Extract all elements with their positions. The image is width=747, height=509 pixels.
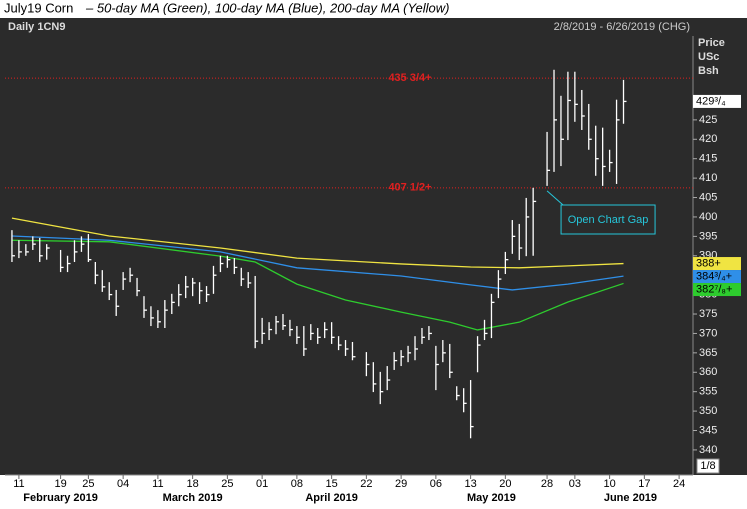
x-tick-label: 01: [256, 478, 268, 490]
y-axis-label: Bsh: [698, 65, 719, 77]
reference-label: 435 3/4+: [388, 72, 431, 84]
x-tick-label: 08: [291, 478, 303, 490]
x-tick-label: 25: [221, 478, 233, 490]
y-axis-label: Price: [698, 37, 725, 49]
y-tick-label: 375: [699, 308, 717, 320]
last-value-label: 384³/₄+: [696, 270, 732, 282]
x-tick-label: 11: [13, 478, 24, 490]
last-value-label: 429³/₄: [696, 95, 726, 107]
y-tick-label: 365: [699, 347, 717, 359]
x-tick-label: 10: [603, 478, 615, 490]
x-tick-label: 11: [152, 478, 163, 490]
increment-label: 1/8: [700, 460, 715, 472]
y-tick-label: 400: [699, 211, 717, 223]
x-tick-label: 19: [54, 478, 66, 490]
annotation-text: Open Chart Gap: [568, 214, 649, 226]
y-tick-label: 425: [699, 114, 717, 126]
y-tick-label: 420: [699, 133, 717, 145]
chart-subtitle: – 50-day MA (Green), 100-day MA (Blue), …: [85, 0, 449, 15]
y-tick-label: 415: [699, 153, 717, 165]
month-label: April 2019: [305, 492, 358, 504]
x-tick-label: 20: [499, 478, 511, 490]
chart-title: July19 Corn: [4, 0, 73, 15]
x-tick-label: 22: [360, 478, 372, 490]
last-value-box: [693, 94, 741, 108]
moving-average-line: [11, 239, 624, 331]
x-tick-label: 18: [187, 478, 199, 490]
y-tick-label: 340: [699, 444, 717, 456]
x-tick-label: 06: [430, 478, 442, 490]
date-range: 2/8/2019 - 6/26/2019 (CHG): [554, 21, 690, 33]
month-label: June 2019: [604, 492, 657, 504]
x-tick-label: 15: [326, 478, 338, 490]
x-tick-label: 25: [82, 478, 94, 490]
y-axis-label: USc: [698, 51, 719, 63]
month-label: March 2019: [163, 492, 223, 504]
reference-label: 407 1/2+: [388, 182, 431, 194]
last-value-label: 382⁷/₈+: [696, 283, 732, 295]
annotation-box: [560, 204, 656, 235]
y-tick-label: 345: [699, 424, 717, 436]
moving-average-line: [11, 235, 624, 291]
x-tick-label: 03: [569, 478, 581, 490]
last-value-box: [693, 257, 741, 271]
y-tick-label: 370: [699, 327, 717, 339]
last-value-box: [693, 283, 741, 297]
y-tick-label: 350: [699, 405, 717, 417]
symbol-label: Daily 1CN9: [8, 21, 65, 33]
y-tick-label: 360: [699, 366, 717, 378]
month-label: May 2019: [467, 492, 516, 504]
x-tick-label: 29: [395, 478, 407, 490]
y-tick-label: 395: [699, 230, 717, 242]
y-tick-label: 410: [699, 172, 717, 184]
x-tick-label: 24: [673, 478, 685, 490]
x-tick-label: 13: [464, 478, 476, 490]
annotation-connector: [546, 190, 564, 206]
x-tick-label: 28: [541, 478, 553, 490]
moving-average-line: [11, 217, 624, 269]
last-value-box: [693, 270, 741, 284]
increment-box: [696, 458, 720, 474]
title-bar: [0, 0, 747, 18]
month-label: February 2019: [23, 492, 98, 504]
y-tick-label: 355: [699, 386, 717, 398]
x-tick-label: 17: [638, 478, 650, 490]
x-tick-label: 04: [117, 478, 129, 490]
y-tick-label: 405: [699, 191, 717, 203]
plot-background: [0, 18, 747, 475]
last-value-label: 388+: [696, 257, 721, 269]
